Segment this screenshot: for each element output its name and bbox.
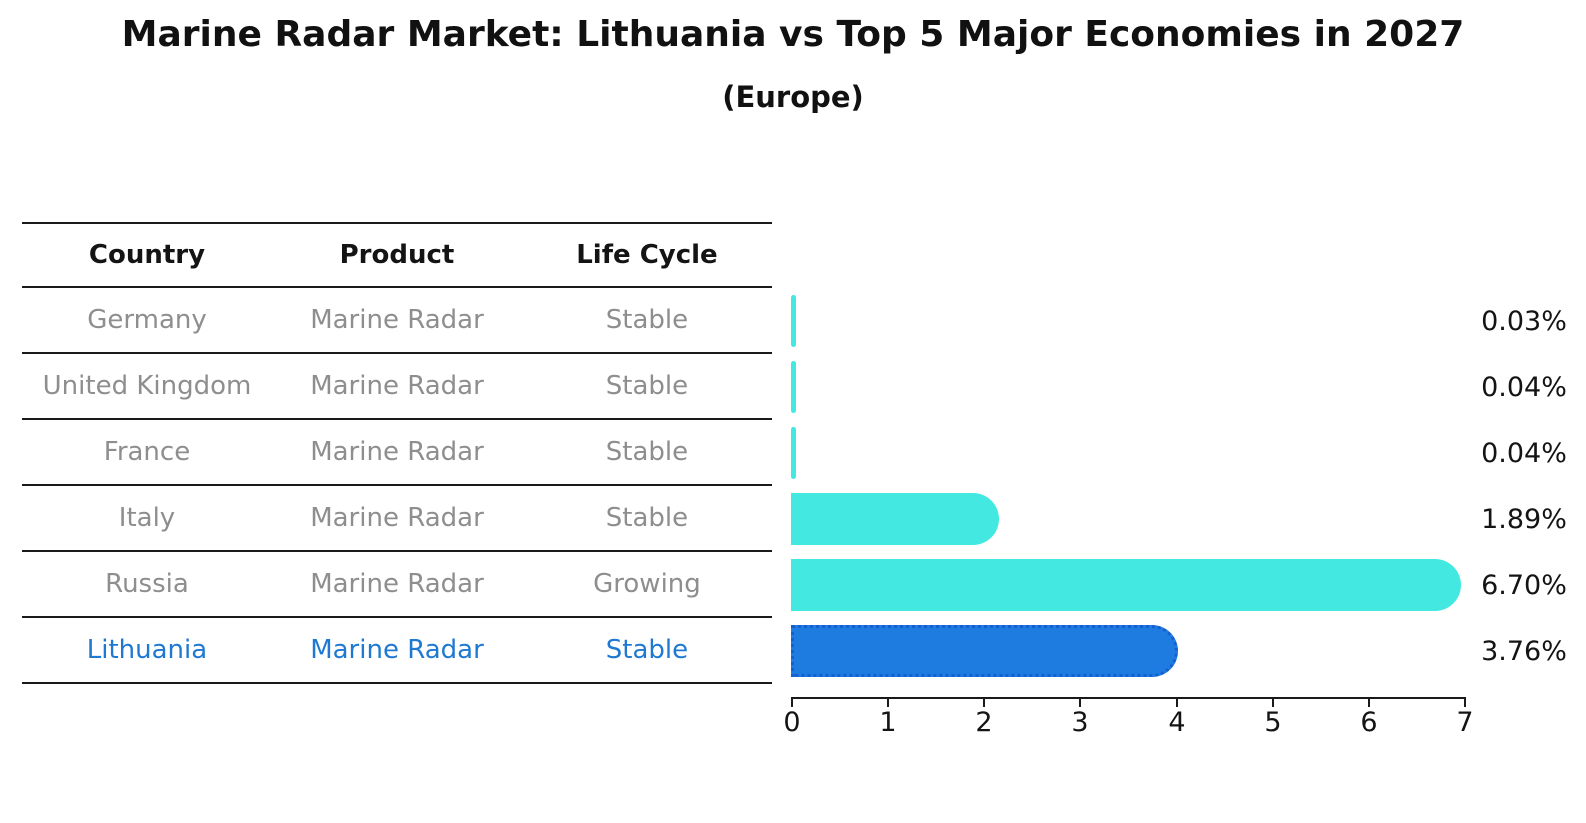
x-axis-tick — [887, 697, 889, 707]
table-row-united-kingdom: United Kingdom Marine Radar Stable — [22, 354, 772, 420]
x-axis-tick-label: 6 — [1360, 707, 1378, 738]
x-axis-tick-label: 3 — [1071, 707, 1089, 738]
cell-country: Russia — [105, 569, 189, 599]
cell-country: Germany — [87, 305, 207, 335]
bar-france — [791, 427, 796, 479]
cell-life-cycle: Stable — [605, 635, 689, 665]
bar-value-label-italy: 1.89% — [1481, 503, 1567, 535]
cell-life-cycle: Stable — [605, 437, 689, 467]
cell-country: Lithuania — [86, 635, 208, 665]
bar-lithuania — [791, 625, 1178, 677]
bar-value-label-france: 0.04% — [1481, 437, 1567, 469]
cell-life-cycle: Stable — [605, 305, 689, 335]
cell-life-cycle: Growing — [593, 569, 701, 599]
bar-value-label-germany: 0.03% — [1481, 305, 1567, 337]
x-axis-tick — [1176, 697, 1178, 707]
cell-product: Marine Radar — [310, 569, 484, 599]
x-axis-tick — [1272, 697, 1274, 707]
x-axis-tick — [791, 697, 793, 707]
table-row-germany: Germany Marine Radar Stable — [22, 288, 772, 354]
cell-product: Marine Radar — [310, 437, 484, 467]
cell-product: Marine Radar — [310, 503, 484, 533]
data-table: Country Product Life Cycle Germany Marin… — [22, 222, 772, 684]
x-axis — [791, 697, 1466, 699]
bar-value-label-lithuania: 3.76% — [1481, 635, 1567, 667]
bar-value-label-russia: 6.70% — [1481, 569, 1567, 601]
bar-value-label-united-kingdom: 0.04% — [1481, 371, 1567, 403]
bar-united-kingdom — [791, 361, 796, 413]
page-title: Marine Radar Market: Lithuania vs Top 5 … — [121, 14, 1465, 55]
chart-subtitle: (Europe) — [722, 80, 864, 114]
x-axis-tick-label: 4 — [1168, 707, 1186, 738]
x-axis-tick — [1079, 697, 1081, 707]
x-axis-tick-label: 0 — [783, 707, 801, 738]
table-row-france: France Marine Radar Stable — [22, 420, 772, 486]
cell-country: United Kingdom — [42, 371, 252, 401]
column-header-product: Product — [339, 240, 455, 270]
table-row-italy: Italy Marine Radar Stable — [22, 486, 772, 552]
x-axis-tick — [983, 697, 985, 707]
bar-russia — [791, 559, 1461, 611]
x-axis-tick-label: 5 — [1264, 707, 1282, 738]
cell-product: Marine Radar — [310, 371, 484, 401]
cell-life-cycle: Stable — [605, 371, 689, 401]
cell-country: Italy — [118, 503, 176, 533]
x-axis-tick — [1464, 697, 1466, 707]
cell-country: France — [103, 437, 191, 467]
table-body: Germany Marine Radar Stable United Kingd… — [22, 288, 772, 684]
cell-product: Marine Radar — [310, 305, 484, 335]
x-axis-tick-label: 2 — [975, 707, 993, 738]
column-header-life-cycle: Life Cycle — [576, 240, 718, 270]
column-header-country: Country — [88, 240, 206, 270]
table-header-row: Country Product Life Cycle — [22, 222, 772, 288]
cell-product: Marine Radar — [310, 635, 484, 665]
x-axis-tick-label: 7 — [1456, 707, 1474, 738]
table-row-russia: Russia Marine Radar Growing — [22, 552, 772, 618]
bar-italy — [791, 493, 999, 545]
table-row-lithuania: Lithuania Marine Radar Stable — [22, 618, 772, 684]
x-axis-tick — [1368, 697, 1370, 707]
x-axis-tick-label: 1 — [879, 707, 897, 738]
cell-life-cycle: Stable — [605, 503, 689, 533]
bar-germany — [791, 295, 796, 347]
